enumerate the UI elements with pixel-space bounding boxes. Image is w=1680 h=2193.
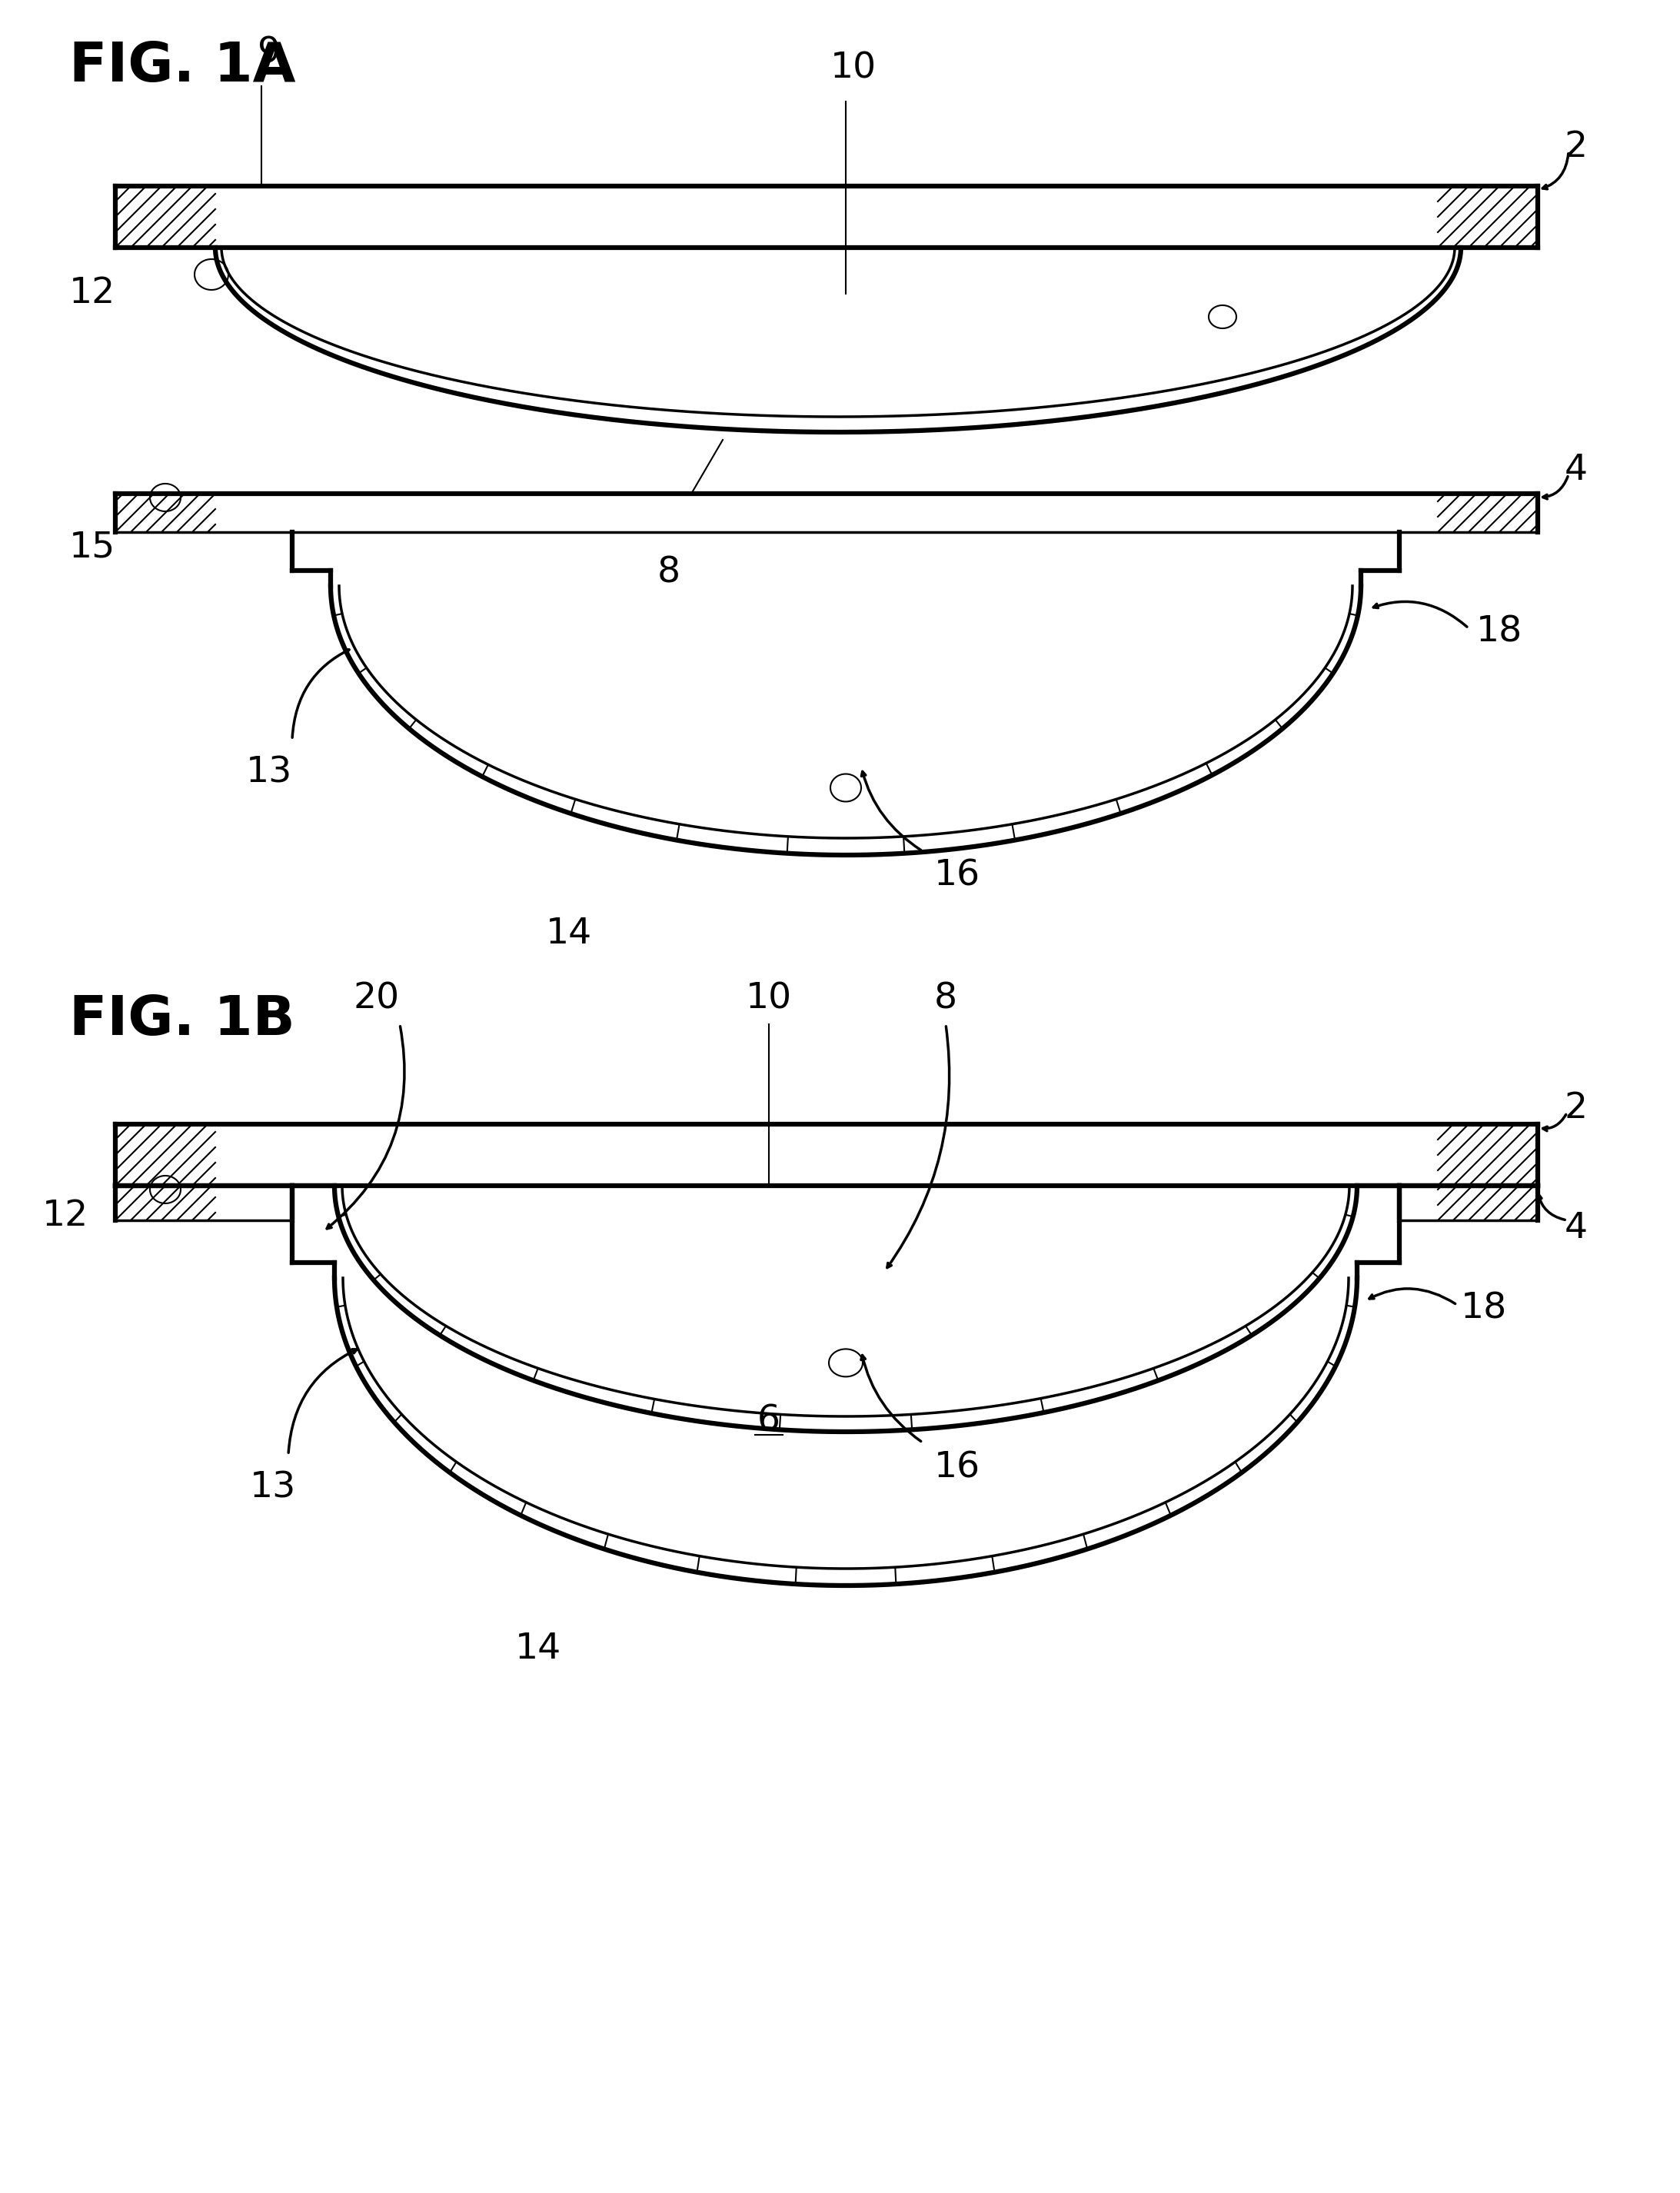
Text: 10: 10: [746, 982, 791, 1018]
Text: 8: 8: [657, 555, 680, 590]
Text: 8: 8: [934, 982, 958, 1018]
Text: 16: 16: [934, 1450, 981, 1485]
Text: 18: 18: [1477, 614, 1522, 649]
Text: 2: 2: [1564, 1092, 1588, 1125]
Text: 18: 18: [1462, 1292, 1507, 1327]
Text: 16: 16: [934, 860, 981, 893]
Text: 2: 2: [1564, 129, 1588, 164]
Text: 12: 12: [42, 1200, 89, 1235]
Text: 4: 4: [1564, 454, 1588, 487]
Text: 14: 14: [516, 1632, 561, 1667]
Text: 4: 4: [1564, 1211, 1588, 1246]
Text: 13: 13: [245, 754, 292, 789]
Text: 12: 12: [69, 276, 116, 311]
Text: 15: 15: [69, 531, 116, 566]
Text: 10: 10: [830, 50, 877, 86]
Text: FIG. 1B: FIG. 1B: [69, 993, 296, 1046]
Text: 14: 14: [546, 917, 591, 952]
Text: 20: 20: [353, 982, 400, 1018]
Text: 9: 9: [257, 35, 281, 70]
Text: 13: 13: [250, 1469, 296, 1504]
Text: FIG. 1A: FIG. 1A: [69, 39, 296, 92]
Text: 6: 6: [758, 1404, 781, 1439]
